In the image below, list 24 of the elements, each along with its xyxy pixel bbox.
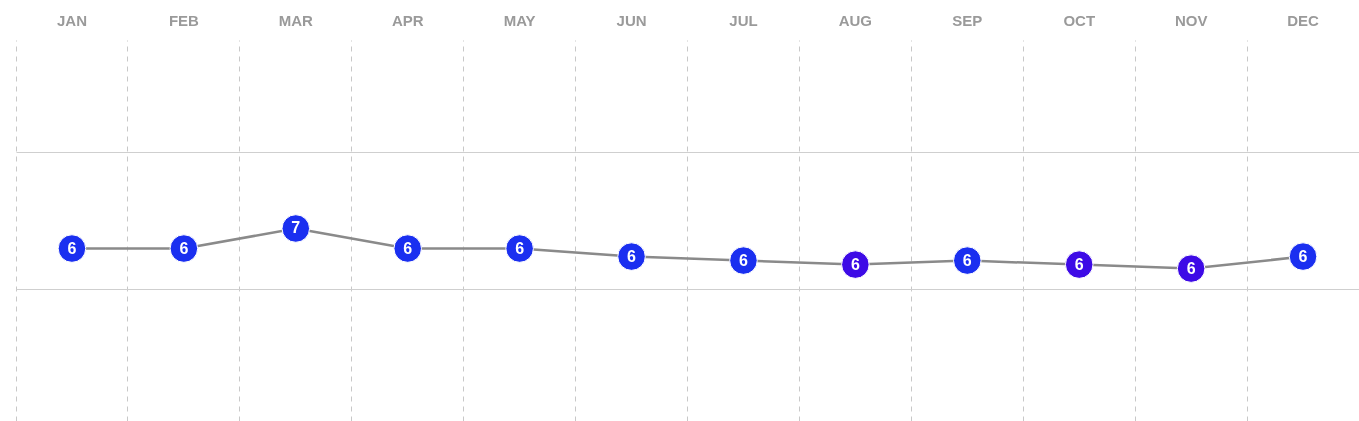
data-label: 6 [1074, 255, 1084, 273]
data-label: 6 [627, 247, 637, 265]
x-tick-label: NOV [1174, 11, 1208, 29]
x-tick-label: DEC [1287, 11, 1320, 29]
data-label: 6 [739, 251, 749, 269]
x-tick-label: OCT [1063, 11, 1096, 29]
data-label: 6 [403, 239, 413, 257]
x-tick-label: APR [391, 11, 424, 29]
x-tick-label: FEB [168, 11, 200, 29]
x-tick-label: MAY [503, 11, 536, 29]
data-label: 6 [1186, 259, 1196, 277]
data-label: 7 [291, 219, 301, 237]
x-tick-label: JAN [56, 11, 87, 29]
x-tick-label: JUL [729, 11, 758, 29]
data-label: 6 [962, 251, 972, 269]
x-tick-label: SEP [952, 11, 983, 29]
data-label: 6 [515, 239, 525, 257]
data-label: 6 [67, 239, 77, 257]
x-tick-label: AUG [838, 11, 873, 29]
x-tick-label: MAR [278, 11, 314, 29]
x-tick-label: JUN [616, 11, 647, 29]
data-label: 6 [850, 255, 860, 273]
data-label: 6 [179, 239, 189, 257]
data-label: 6 [1298, 247, 1308, 265]
